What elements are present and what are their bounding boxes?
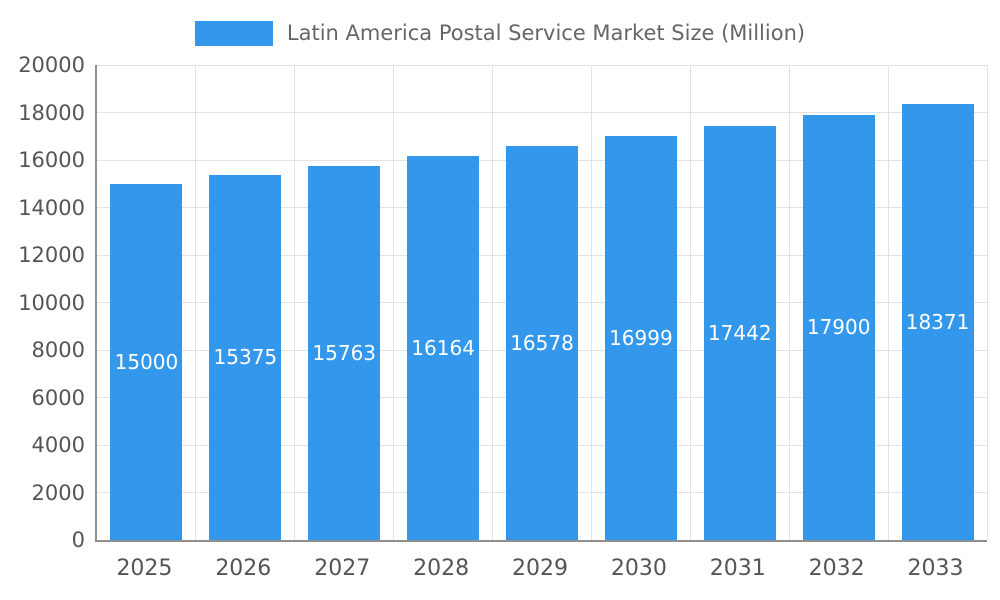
bar-value-label: 17442 (707, 320, 772, 345)
bar-value-label: 18371 (905, 309, 970, 334)
y-axis-tick-label: 8000 (31, 338, 85, 362)
bar-2026[interactable] (209, 174, 282, 540)
x-axis-tick-label: 2032 (808, 556, 865, 581)
y-axis-tick-label: 14000 (18, 195, 85, 220)
bar-2027[interactable] (308, 165, 381, 540)
x-axis-tick-label: 2027 (314, 556, 371, 581)
bar-value-label: 15763 (312, 340, 377, 365)
y-axis-tick-label: 20000 (18, 53, 85, 77)
bar-value-label: 16164 (411, 336, 475, 361)
bar-2033[interactable] (901, 103, 974, 540)
y-axis-tick-label: 18000 (18, 100, 85, 125)
y-axis-tick-label: 2000 (31, 480, 85, 505)
x-axis-tick-label: 2025 (116, 556, 173, 581)
bar-2028[interactable] (407, 156, 480, 540)
y-axis-tick-label: 4000 (31, 433, 85, 457)
bar-2025[interactable] (110, 183, 183, 540)
vertical-gridline (294, 65, 296, 540)
x-axis-tick-label: 2031 (709, 556, 766, 581)
horizontal-gridline (97, 64, 987, 66)
bar-value-label: 16999 (609, 326, 673, 351)
bar-2030[interactable] (604, 136, 677, 540)
y-axis-tick-label: 6000 (31, 385, 85, 410)
bar-value-label: 15000 (114, 349, 179, 374)
bar-value-label: 16578 (510, 331, 574, 356)
chart-legend: Latin America Postal Service Market Size… (0, 18, 1000, 48)
x-axis-tick-label: 2026 (215, 556, 272, 581)
vertical-gridline (788, 65, 790, 540)
chart-title: Latin America Postal Service Market Size… (286, 21, 806, 45)
bar-2031[interactable] (703, 125, 776, 540)
vertical-gridline (689, 65, 691, 540)
vertical-gridline (986, 65, 988, 540)
horizontal-gridline (97, 112, 987, 113)
bar-2032[interactable] (802, 114, 875, 540)
bar-2029[interactable] (506, 146, 578, 540)
bar-value-label: 15375 (213, 345, 278, 370)
plot-area: 15000 15375 15763 16164 16578 16999 17442 17900… (95, 64, 988, 542)
vertical-gridline (492, 65, 494, 540)
y-axis-tick-label: 16000 (18, 148, 85, 172)
y-axis-tick-label: 12000 (18, 243, 85, 267)
x-axis-tick-label: 2029 (511, 556, 568, 581)
vertical-gridline (393, 65, 395, 540)
vertical-gridline (195, 65, 197, 540)
bar-value-label: 17900 (806, 315, 871, 340)
y-axis-tick-label: 10000 (18, 290, 85, 315)
y-axis-tick-label: 0 (71, 528, 85, 552)
x-axis-tick-label: 2030 (610, 556, 667, 581)
vertical-gridline (590, 65, 592, 540)
x-axis-tick-label: 2028 (413, 556, 470, 581)
x-axis-tick-label: 2033 (907, 556, 964, 581)
legend-swatch-icon (194, 20, 273, 46)
vertical-gridline (887, 65, 889, 540)
